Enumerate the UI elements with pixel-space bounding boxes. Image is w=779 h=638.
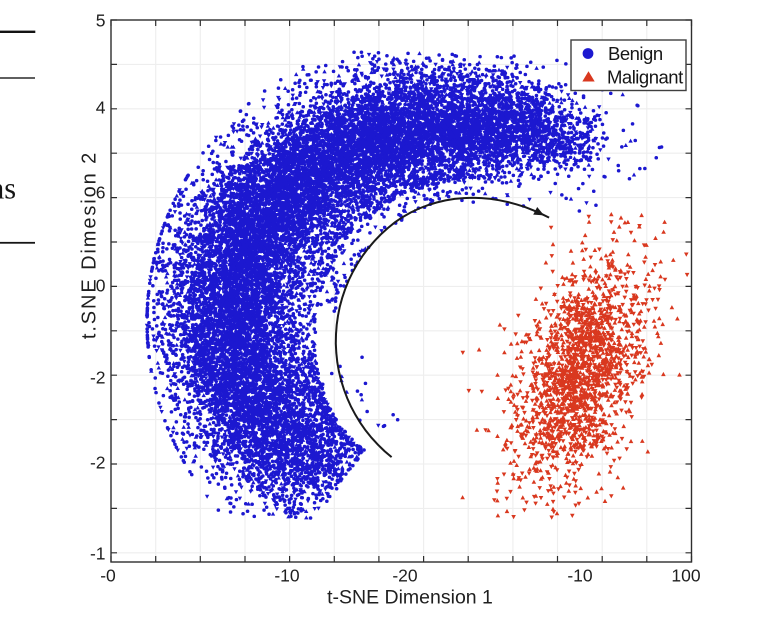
svg-text:-1: -1: [90, 543, 106, 563]
svg-text:t.SNE Dimesion 2: t.SNE Dimesion 2: [79, 151, 101, 339]
svg-text:Malignant: Malignant: [607, 66, 683, 87]
svg-text:Benign: Benign: [608, 43, 663, 64]
svg-text:-0: -0: [100, 566, 116, 586]
svg-text:6: 6: [96, 182, 106, 202]
svg-text:100: 100: [671, 566, 700, 586]
svg-text:-20: -20: [392, 566, 418, 586]
svg-text:-2: -2: [90, 367, 106, 387]
svg-text:ns: ns: [0, 172, 16, 206]
svg-text:-10: -10: [274, 566, 300, 586]
svg-text:4: 4: [96, 97, 106, 117]
svg-text:-10: -10: [567, 566, 593, 586]
svg-text:-2: -2: [90, 452, 106, 472]
svg-text:0: 0: [96, 275, 106, 295]
svg-text:t-SNE Dimension 1: t-SNE Dimension 1: [327, 587, 493, 609]
svg-text:5: 5: [96, 10, 106, 30]
